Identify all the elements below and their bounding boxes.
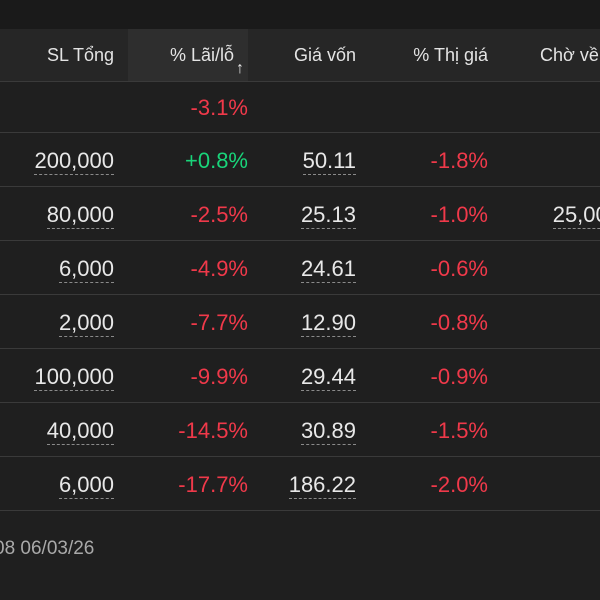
- header-lai-lo-label: % Lãi/lỗ: [169, 45, 234, 65]
- total-lai-lo: -3.1%: [190, 95, 248, 121]
- cho-ve-cell: 0: [500, 133, 600, 186]
- gia-von-cell: 186.22: [288, 471, 356, 499]
- sl-tong-cell: 6,000: [58, 471, 114, 499]
- arrow-up-icon[interactable]: ↑: [236, 60, 244, 77]
- table-header: SL Tổng % Lãi/lỗ ↑ Giá vốn % Thị giá Chờ…: [0, 29, 600, 82]
- sl-tong-cell: 2,000: [58, 309, 114, 337]
- table-row[interactable]: 2,000 -7.7% 12.90 -0.8% 0: [0, 295, 600, 349]
- header-cho-ve-label: Chờ về: [540, 45, 599, 65]
- sl-tong-cell: 80,000: [46, 201, 114, 229]
- total-row: -3.1%: [0, 82, 600, 133]
- cho-ve-cell: 0: [500, 295, 600, 348]
- thi-gia-cell: -0.6%: [430, 256, 488, 282]
- lai-lo-cell: -4.9%: [190, 256, 248, 282]
- sl-tong-cell: 40,000: [46, 417, 114, 445]
- header-gia-von-label: Giá vốn: [293, 45, 356, 65]
- lai-lo-cell: -9.9%: [190, 364, 248, 390]
- cho-ve-cell: 25,000: [500, 187, 600, 240]
- thi-gia-cell: -0.8%: [430, 310, 488, 336]
- gia-von-cell: 25.13: [300, 201, 356, 229]
- footer-timestamp: 08 06/03/26: [0, 538, 95, 559]
- table-row[interactable]: 40,000 -14.5% 30.89 -1.5% 0: [0, 403, 600, 457]
- gia-von-cell: 30.89: [300, 417, 356, 445]
- gia-von-cell: 12.90: [300, 309, 356, 337]
- cho-ve-cell: 0: [500, 457, 600, 510]
- gia-von-cell: 29.44: [300, 363, 356, 391]
- header-thi-gia-label: % Thị giá: [413, 45, 488, 65]
- table-row[interactable]: 80,000 -2.5% 25.13 -1.0% 25,000: [0, 187, 600, 241]
- lai-lo-cell: -2.5%: [190, 202, 248, 228]
- lai-lo-cell: -14.5%: [178, 418, 248, 444]
- header-gia-von[interactable]: Giá vốn: [250, 29, 356, 81]
- sl-tong-cell: 200,000: [34, 147, 114, 175]
- header-lai-lo[interactable]: % Lãi/lỗ ↑: [128, 29, 248, 81]
- thi-gia-cell: -0.9%: [430, 364, 488, 390]
- table-row[interactable]: 6,000 -4.9% 24.61 -0.6% 0: [0, 241, 600, 295]
- cho-ve-cell: 0: [500, 241, 600, 294]
- cho-ve-cell: 0: [500, 403, 600, 456]
- thi-gia-cell: -2.0%: [430, 472, 488, 498]
- thi-gia-cell: -1.8%: [430, 148, 488, 174]
- header-sl-tong[interactable]: SL Tổng: [0, 29, 114, 81]
- table-row[interactable]: 200,000 +0.8% 50.11 -1.8% 0: [0, 133, 600, 187]
- header-cho-ve[interactable]: Chờ về: [540, 29, 600, 81]
- sl-tong-cell: 6,000: [58, 255, 114, 283]
- cho-ve-cell: 0: [500, 349, 600, 402]
- table-row[interactable]: 6,000 -17.7% 186.22 -2.0% 0: [0, 457, 600, 511]
- lai-lo-cell: -7.7%: [190, 310, 248, 336]
- header-sl-tong-label: SL Tổng: [46, 45, 114, 65]
- lai-lo-cell: -17.7%: [178, 472, 248, 498]
- gia-von-cell: 24.61: [300, 255, 356, 283]
- lai-lo-cell: +0.8%: [185, 148, 248, 174]
- thi-gia-cell: -1.5%: [430, 418, 488, 444]
- top-strip: [0, 0, 600, 30]
- gia-von-cell: 50.11: [302, 147, 356, 175]
- thi-gia-cell: -1.0%: [430, 202, 488, 228]
- header-thi-gia[interactable]: % Thị giá: [370, 29, 488, 81]
- sl-tong-cell: 100,000: [34, 363, 114, 391]
- table-row[interactable]: 100,000 -9.9% 29.44 -0.9% 0: [0, 349, 600, 403]
